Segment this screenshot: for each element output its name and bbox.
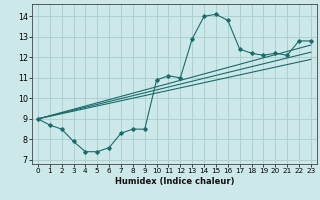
X-axis label: Humidex (Indice chaleur): Humidex (Indice chaleur) xyxy=(115,177,234,186)
